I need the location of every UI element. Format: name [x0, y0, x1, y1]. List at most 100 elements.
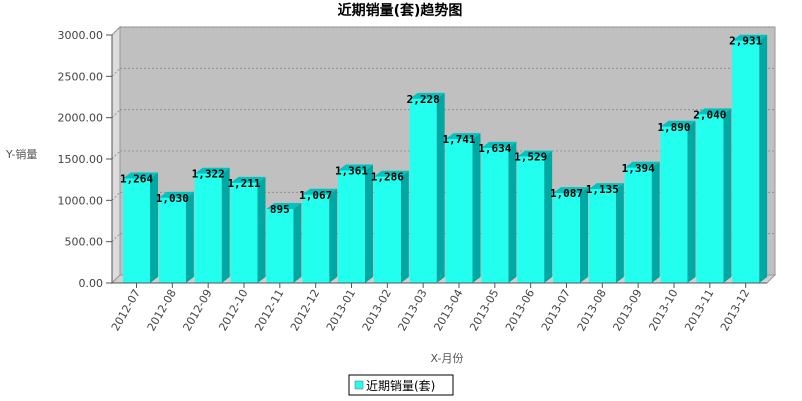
- y-tick-label: 0.00: [79, 277, 104, 290]
- bar-top: [696, 108, 732, 115]
- x-tick-label: 2012-07: [109, 287, 143, 333]
- bar-value-label: 1,087: [550, 187, 583, 200]
- x-tick-label: 2013-08: [575, 287, 609, 333]
- x-tick-label: 2013-12: [718, 287, 752, 333]
- bar-value-label: 1,361: [335, 164, 368, 177]
- x-tick-label: 2012-09: [181, 287, 215, 333]
- y-tick-label: 2500.00: [58, 70, 104, 83]
- bar-side: [365, 164, 373, 283]
- x-tick-label: 2013-07: [539, 287, 573, 333]
- bar-value-label: 1,529: [514, 151, 547, 164]
- bar-value-label: 1,890: [657, 121, 690, 134]
- x-tick-label: 2013-01: [324, 287, 358, 333]
- bar-front: [588, 189, 616, 283]
- bar-side: [508, 141, 517, 283]
- bar-value-label: 1,634: [478, 142, 511, 155]
- bar-front: [123, 178, 150, 283]
- bar-side: [544, 150, 553, 283]
- x-axis-label: X-月份: [431, 352, 464, 365]
- bar-front: [230, 182, 258, 283]
- bar-value-label: 2,228: [407, 93, 440, 106]
- bar-top: [230, 176, 266, 183]
- x-tick-label: 2012-10: [216, 287, 250, 333]
- bar-front: [266, 209, 294, 283]
- bar-front: [194, 173, 222, 283]
- bar: [445, 133, 481, 283]
- x-tick-label: 2013-10: [646, 287, 680, 333]
- bar-value-label: 1,741: [442, 133, 475, 146]
- x-axis: 2012-07 2012-08 2012-09 2012-10 2012-11 2012-…: [109, 282, 767, 333]
- bar-front: [302, 194, 330, 283]
- bar: [194, 167, 230, 283]
- bar-top: [302, 188, 338, 195]
- bar-top: [445, 133, 481, 140]
- bar: [158, 191, 194, 283]
- bar-top: [517, 150, 553, 157]
- x-tick-label: 2013-03: [396, 287, 430, 333]
- bar: [624, 161, 660, 283]
- bar-side: [472, 133, 481, 283]
- bar-top: [732, 34, 768, 41]
- grid-line-side: [111, 26, 121, 36]
- bar: [230, 176, 266, 283]
- bar: [696, 108, 732, 283]
- bar-side: [257, 176, 266, 283]
- bar-front: [624, 167, 652, 283]
- bar-top: [624, 161, 660, 168]
- bar: [373, 170, 409, 283]
- bar-side: [150, 172, 158, 283]
- bar-top: [553, 187, 588, 194]
- bar-top: [194, 167, 230, 174]
- y-tick-label: 1500.00: [58, 153, 104, 166]
- x-tick-label: 2012-11: [252, 287, 286, 333]
- bar-value-label: 1,394: [622, 162, 655, 175]
- bar-value-label: 1,135: [586, 183, 619, 196]
- bar-value-label: 2,040: [693, 108, 726, 121]
- grid-line-side: [111, 192, 121, 201]
- bar-front: [158, 197, 186, 283]
- bar-top: [338, 164, 373, 171]
- bar-value-label: 1,211: [227, 177, 260, 190]
- bar: [338, 164, 373, 283]
- bar-top: [266, 203, 302, 210]
- bar: [517, 150, 553, 283]
- bar-side: [221, 167, 230, 283]
- y-tick-label: 3000.00: [58, 29, 104, 42]
- bar-side: [185, 191, 194, 283]
- bar-side: [759, 34, 768, 284]
- legend: 近期销量(套): [348, 374, 454, 396]
- bar-side: [687, 120, 696, 283]
- bar-top: [660, 120, 696, 127]
- bar-front: [409, 98, 437, 283]
- x-tick-label: 2012-08: [145, 287, 179, 333]
- bar-front: [660, 126, 688, 283]
- legend-label: 近期销量(套): [366, 379, 435, 393]
- x-tick-label: 2013-09: [611, 287, 645, 333]
- bar-top: [158, 191, 194, 198]
- bar-side: [580, 187, 588, 283]
- bar-value-label: 1,322: [192, 168, 225, 181]
- x-tick-label: 2013-02: [360, 287, 394, 333]
- bar-side: [329, 188, 338, 283]
- bar: [266, 203, 302, 283]
- bar-value-label: 1,286: [371, 171, 404, 184]
- bar-side: [400, 170, 409, 283]
- x-tick-label: 2013-04: [431, 287, 465, 333]
- bar: [409, 92, 445, 283]
- bar-top: [409, 92, 445, 99]
- bar-side: [436, 92, 445, 283]
- bar-top: [588, 183, 624, 190]
- bar-front: [517, 156, 545, 283]
- chart-title: 近期销量(套)趋势图: [338, 2, 463, 19]
- grid-line-side: [111, 233, 121, 242]
- x-tick-label: 2013-11: [682, 287, 716, 333]
- bar: [481, 141, 517, 283]
- bar: [302, 188, 338, 283]
- bar-side: [651, 161, 660, 283]
- y-tick-label: 500.00: [65, 236, 104, 249]
- x-tick-label: 2013-05: [467, 287, 501, 333]
- bar-front: [553, 193, 580, 283]
- bar-value-label: 1,030: [156, 192, 189, 205]
